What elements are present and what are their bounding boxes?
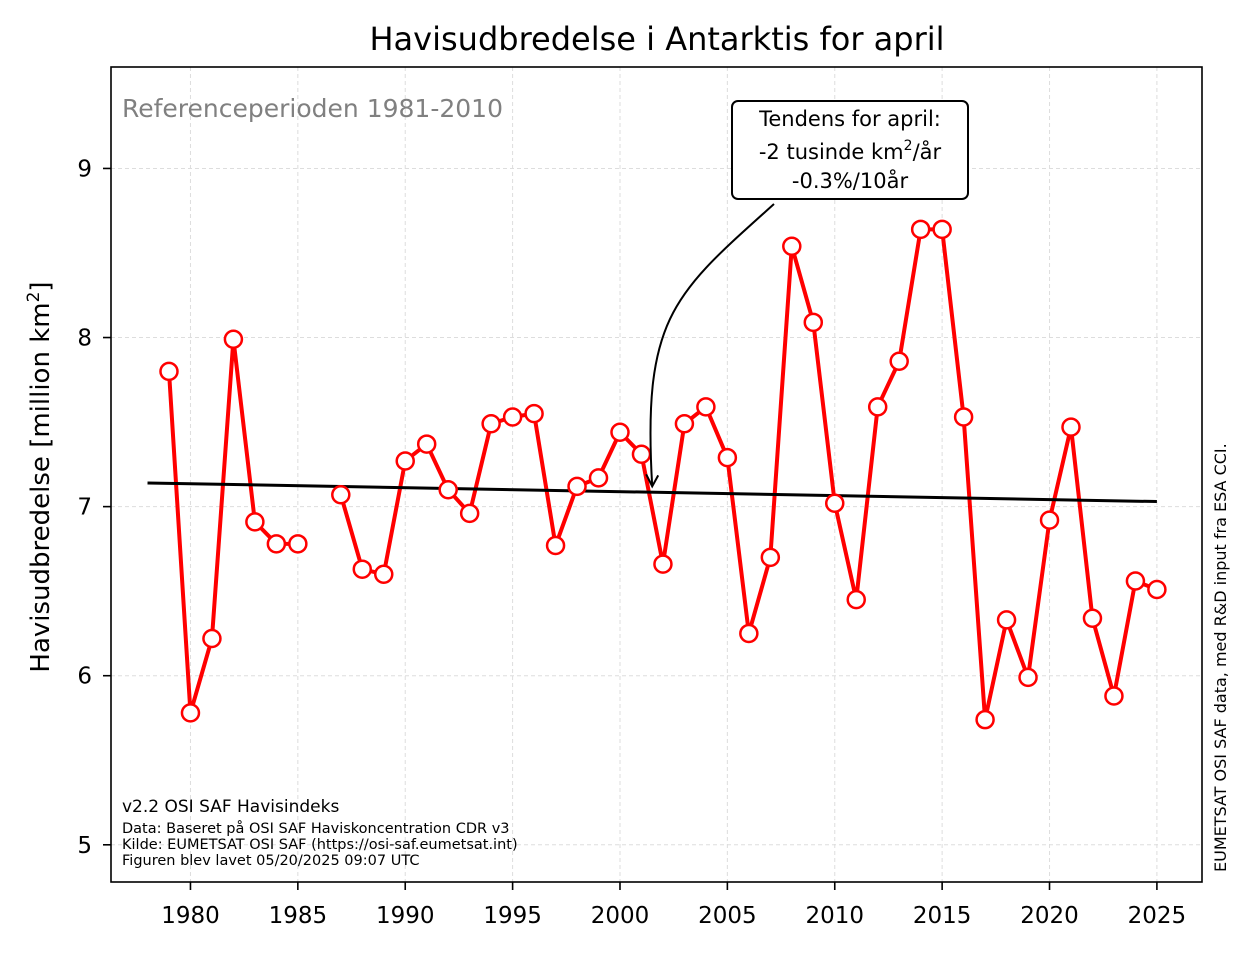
footer-line: Data: Baseret på OSI SAF Haviskoncentrat… — [122, 820, 510, 837]
x-tick-label: 1990 — [376, 903, 435, 929]
data-point — [867, 397, 888, 417]
annotation-line-1: Tendens for april: — [758, 107, 941, 131]
y-axis-label-main: Havisudbredelse [million km — [26, 302, 56, 672]
data-point — [1147, 579, 1167, 600]
data-point — [159, 361, 179, 382]
series-group — [147, 219, 1167, 730]
data-point — [545, 535, 566, 556]
x-tick-label: 2000 — [591, 903, 650, 929]
data-point — [481, 414, 501, 434]
data-point — [1039, 510, 1060, 530]
data-point — [653, 554, 673, 574]
annotation-line-2-main: -2 tusinde km — [759, 140, 904, 164]
y-axis-label: Havisudbredelse [million km2] — [24, 281, 56, 672]
data-point — [416, 434, 437, 454]
data-point — [996, 610, 1017, 630]
grid — [111, 67, 1202, 882]
data-point — [288, 534, 308, 554]
data-point — [524, 403, 544, 424]
data-point — [588, 468, 609, 488]
data-point — [245, 512, 265, 532]
data-point — [438, 479, 458, 500]
y-tick-label: 6 — [77, 664, 92, 690]
data-point — [910, 219, 931, 240]
annotation-line-2-sup: 2 — [904, 138, 913, 154]
chart-title: Havisudbredelse i Antarktis for april — [369, 20, 944, 58]
data-point — [846, 589, 866, 610]
data-point — [825, 493, 845, 513]
reference-period-text: Referenceperioden 1981-2010 — [122, 94, 503, 123]
data-point — [975, 709, 995, 730]
data-point — [374, 564, 394, 585]
trend-line — [147, 481, 1157, 504]
side-credit-text: EUMETSAT OSI SAF data, med R&D input fra… — [1211, 443, 1230, 872]
data-point — [782, 236, 802, 256]
data-point — [1061, 417, 1081, 437]
data-point — [803, 312, 824, 333]
data-point — [631, 444, 652, 464]
data-series-line — [338, 227, 1158, 722]
data-point — [674, 414, 695, 434]
x-tick-label: 2010 — [805, 903, 864, 929]
data-point — [331, 485, 351, 505]
data-point — [1125, 571, 1146, 591]
data-point — [739, 623, 759, 644]
x-tick-label: 2005 — [698, 903, 757, 929]
data-point — [932, 219, 952, 240]
y-axis-label-end: ] — [26, 281, 56, 291]
data-point — [610, 422, 630, 442]
data-point — [567, 476, 587, 497]
x-tick-label: 1985 — [269, 903, 328, 929]
y-tick-label: 7 — [77, 495, 92, 521]
data-point — [717, 447, 738, 468]
y-tick-label: 9 — [77, 156, 92, 182]
y-tick-label: 5 — [77, 833, 92, 859]
data-point — [223, 329, 244, 349]
data-point — [352, 559, 373, 579]
data-point — [953, 407, 974, 427]
trend-annotation: Tendens for april: -2 tusinde km2/år -0.… — [645, 100, 969, 489]
data-point — [1082, 608, 1103, 628]
axes-group: 1980 1985 1990 1995 2000 2005 2010 2015 2020 2025… — [77, 156, 1186, 929]
x-tick-label: 2020 — [1020, 903, 1079, 929]
x-tick-label: 1980 — [161, 903, 220, 929]
annotation-line-2: -2 tusinde km2/år — [759, 138, 942, 164]
y-axis-label-sup: 2 — [24, 292, 44, 303]
data-point — [202, 628, 222, 649]
data-point — [889, 351, 909, 371]
footer-lines: Data: Baseret på OSI SAF Haviskoncentrat… — [122, 820, 518, 869]
annotation-arrow — [649, 203, 775, 487]
annotation-arrowhead — [645, 473, 660, 489]
data-point — [760, 547, 781, 568]
footer-line: Kilde: EUMETSAT OSI SAF (https://osi-saf… — [122, 837, 518, 853]
annotation-box — [731, 100, 969, 200]
footer-line: Figuren blev lavet 05/20/2025 09:07 UTC — [122, 853, 419, 869]
annotation-line-3: -0.3%/10år — [792, 168, 909, 193]
data-point — [459, 503, 480, 524]
data-point — [180, 703, 201, 723]
data-series-line — [166, 337, 298, 715]
x-tick-label: 2015 — [913, 903, 972, 929]
data-point — [395, 451, 415, 471]
x-tick-label: 1995 — [483, 903, 542, 929]
data-point — [502, 407, 523, 427]
annotation-line-2-end: /år — [913, 139, 942, 164]
x-tick-label: 2025 — [1128, 903, 1187, 929]
footer-title: v2.2 OSI SAF Havisindeks — [122, 797, 339, 817]
data-point — [1104, 686, 1124, 706]
plot-frame — [110, 66, 1203, 883]
y-tick-label: 8 — [77, 326, 92, 352]
data-point — [696, 397, 716, 417]
data-point — [266, 534, 287, 554]
data-point — [1018, 667, 1038, 688]
